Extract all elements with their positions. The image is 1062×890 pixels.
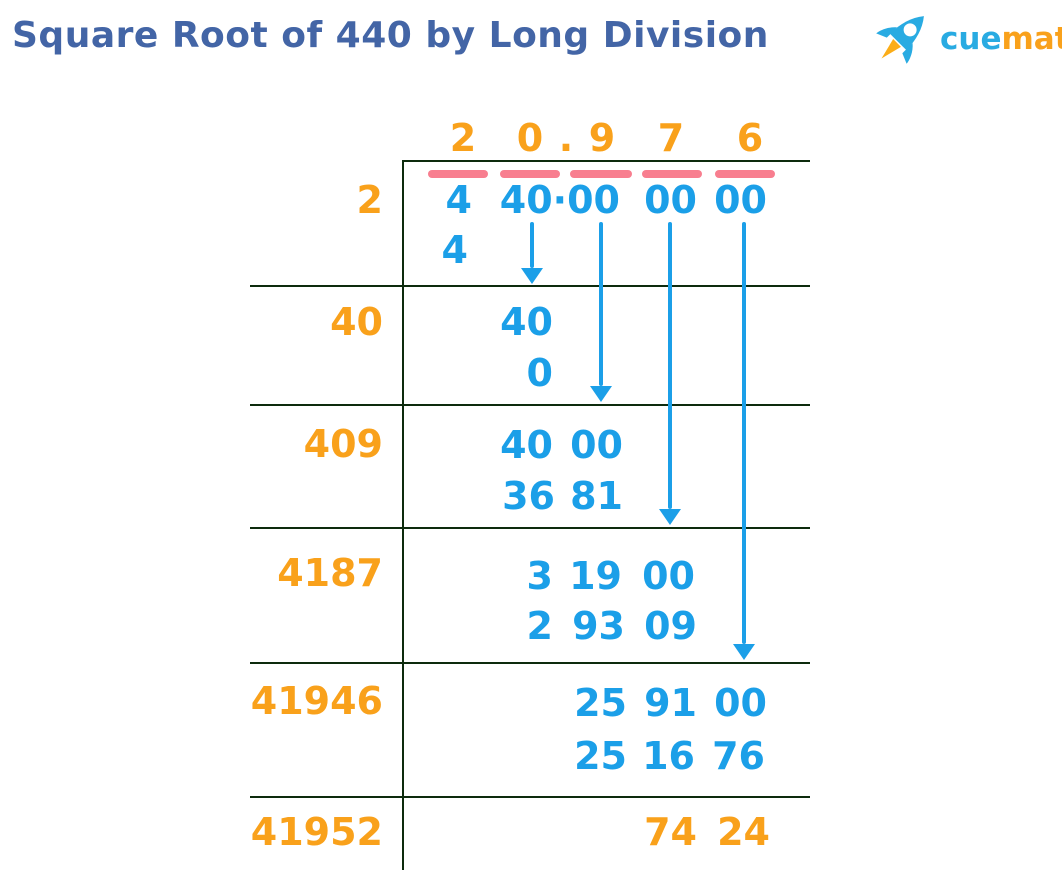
bring-down-arrow-line — [742, 222, 746, 644]
step-separator-line — [250, 404, 810, 406]
step-separator-line — [250, 285, 810, 287]
work-value: 36 — [502, 474, 555, 518]
bracket-top-line — [403, 160, 810, 162]
remainder-value: 24 — [717, 810, 770, 854]
divisor-label: 4187 — [277, 551, 383, 595]
work-value: 2 — [526, 604, 553, 648]
bring-down-arrow-line — [530, 222, 534, 268]
quotient-digit: 7 — [657, 116, 685, 160]
page-title: Square Root of 440 by Long Division — [12, 15, 769, 56]
pair-underline — [500, 170, 560, 178]
work-value: 16 — [642, 734, 695, 778]
radicand-group: 40·00 — [499, 178, 620, 222]
work-value: 93 — [572, 604, 625, 648]
radicand-group: 00 — [644, 178, 697, 222]
work-value: 76 — [712, 734, 765, 778]
cuemath-logo: cuemath — [868, 4, 1062, 74]
work-value: 3 — [526, 554, 553, 598]
divisor-label: 41946 — [250, 679, 383, 723]
work-value: 40 — [500, 300, 553, 344]
radicand-group: 4 — [445, 178, 472, 222]
bring-down-arrow-line — [599, 222, 603, 386]
logo-text-cue: cue — [940, 21, 1002, 57]
work-value: 25 — [574, 681, 627, 725]
logo-text-math: math — [1001, 21, 1062, 57]
remainder-value: 74 — [644, 810, 697, 854]
radicand-group: 00 — [714, 178, 767, 222]
logo-wordmark: cuemath — [940, 20, 1062, 58]
work-value: 25 — [574, 734, 627, 778]
work-value: 91 — [644, 681, 697, 725]
pair-underline — [642, 170, 702, 178]
step-separator-line — [250, 662, 810, 664]
arrow-head-icon — [590, 386, 612, 402]
bring-down-arrow-line — [668, 222, 672, 509]
work-value: 00 — [714, 681, 767, 725]
quotient-digit: 2 — [449, 116, 477, 160]
pair-underline — [715, 170, 775, 178]
pair-underline — [428, 170, 488, 178]
work-value: 09 — [644, 604, 697, 648]
work-value: 0 — [526, 351, 553, 395]
work-value: 81 — [570, 474, 623, 518]
divisor-label: 40 — [330, 300, 383, 344]
divisor-label: 2 — [356, 178, 383, 222]
quotient-digit: 9 — [588, 116, 616, 160]
work-value: 4 — [441, 228, 468, 272]
work-value: 00 — [642, 554, 695, 598]
divisor-label: 41952 — [250, 810, 383, 854]
rocket-icon — [876, 16, 924, 64]
quotient-digit: 6 — [736, 116, 764, 160]
divisor-label: 409 — [303, 422, 383, 466]
work-value: 40 — [500, 423, 553, 467]
quotient-decimal-point: . — [558, 116, 574, 160]
arrow-head-icon — [733, 644, 755, 660]
work-value: 00 — [570, 423, 623, 467]
arrow-head-icon — [659, 509, 681, 525]
step-separator-line — [250, 527, 810, 529]
bracket-vertical-line — [402, 160, 404, 870]
work-value: 19 — [569, 554, 622, 598]
step-separator-line — [250, 796, 810, 798]
quotient-digit: 0 — [516, 116, 544, 160]
arrow-head-icon — [521, 268, 543, 284]
pair-underline — [570, 170, 632, 178]
